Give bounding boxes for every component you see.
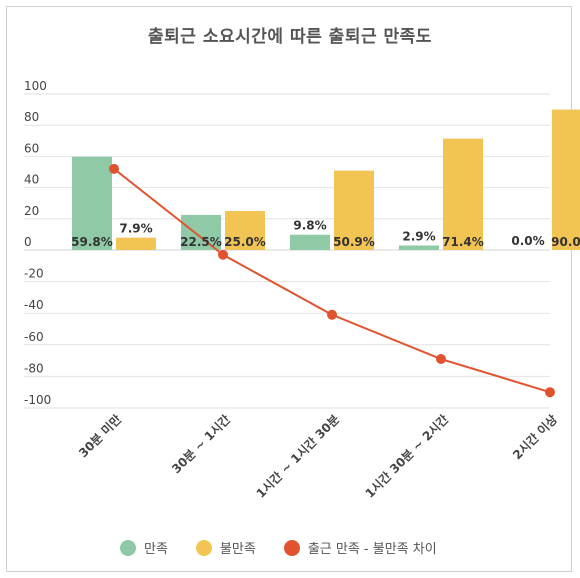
y-tick-label: 80 [24, 110, 39, 124]
difference-point [436, 354, 446, 365]
legend-swatch-difference [283, 539, 300, 556]
data-label-satisfied: 9.8% [293, 219, 326, 233]
chart-legend: 만족 불만족 출근 만족 - 불만족 차이 [120, 538, 437, 557]
x-tick-label: 1시간 ~ 1시간 30분 [253, 412, 342, 501]
chart-frame [6, 6, 572, 572]
legend-item-difference: 출근 만족 - 불만족 차이 [283, 538, 437, 557]
x-tick-label: 2시간 이상 [509, 412, 560, 463]
legend-label-satisfied: 만족 [144, 542, 168, 557]
legend-label-dissatisfied: 불만족 [219, 542, 256, 557]
difference-line [113, 168, 551, 394]
y-tick-label: -100 [24, 393, 51, 407]
data-label-dissatisfied: 25.0% [224, 235, 266, 249]
y-tick-label: -40 [24, 298, 44, 312]
difference-point [545, 387, 555, 398]
bar-dissatisfied [116, 237, 156, 250]
y-tick-label: 20 [24, 204, 39, 218]
legend-item-dissatisfied: 불만족 [195, 538, 256, 557]
legend-label-difference: 출근 만족 - 불만족 차이 [307, 542, 437, 557]
x-tick-label: 1시간 30분 ~ 2시간 [362, 412, 451, 501]
y-tick-label: -20 [24, 267, 44, 281]
data-label-dissatisfied: 71.4% [442, 235, 484, 249]
x-tick-label: 30분 미만 [75, 412, 124, 461]
legend-item-satisfied: 만족 [120, 538, 168, 557]
bar-dissatisfied [225, 211, 265, 250]
data-label-satisfied: 0.0% [511, 234, 544, 248]
legend-swatch-satisfied [120, 539, 136, 556]
chart-title: 출퇴근 소요시간에 따른 출퇴근 만족도 [148, 27, 432, 47]
data-label-satisfied: 22.5% [180, 235, 222, 249]
data-label-satisfied: 59.8% [71, 235, 113, 249]
y-tick-label: 60 [24, 141, 39, 155]
y-tick-label: -80 [24, 361, 44, 375]
bar-dissatisfied [552, 109, 580, 250]
data-label-satisfied: 2.9% [402, 229, 435, 243]
data-label-dissatisfied: 50.9% [333, 235, 375, 249]
bar-satisfied [399, 245, 439, 250]
data-label-dissatisfied: 7.9% [119, 222, 152, 236]
bar-satisfied [290, 234, 330, 250]
bar-dissatisfied [334, 170, 374, 250]
legend-swatch-dissatisfied [195, 539, 212, 556]
y-tick-label: 100 [24, 79, 47, 93]
bar-satisfied [181, 214, 221, 250]
y-tick-label: -60 [24, 330, 44, 344]
y-tick-label: 40 [24, 173, 39, 187]
y-tick-label: 0 [24, 235, 32, 249]
data-label-dissatisfied: 90.0% [551, 235, 580, 249]
difference-point [327, 309, 337, 320]
x-tick-label: 30분 ~ 1시간 [168, 412, 233, 477]
difference-point [109, 163, 119, 174]
bar-dissatisfied [443, 138, 483, 250]
bar-satisfied [72, 156, 112, 250]
difference-point [218, 249, 228, 260]
